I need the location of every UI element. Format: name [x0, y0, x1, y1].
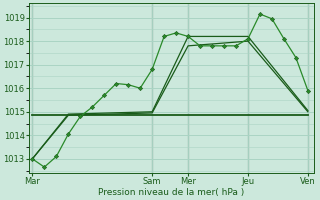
X-axis label: Pression niveau de la mer( hPa ): Pression niveau de la mer( hPa ) — [98, 188, 244, 197]
